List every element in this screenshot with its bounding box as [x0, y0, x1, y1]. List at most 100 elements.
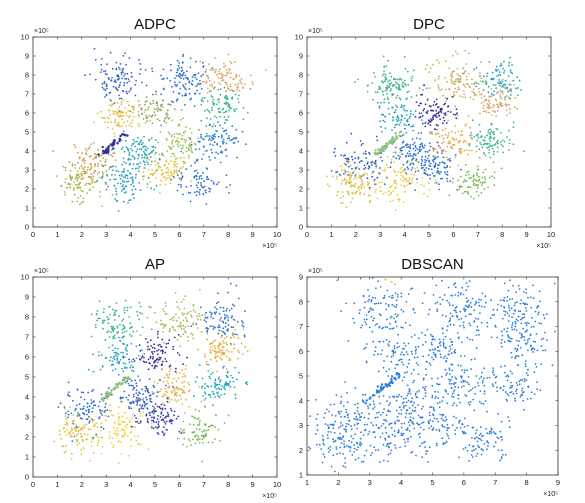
- point-cluster-6: [454, 376, 457, 379]
- point-cluster-10: [68, 175, 71, 178]
- point-cluster-5: [124, 363, 127, 365]
- point-cluster-1: [471, 90, 473, 93]
- point-cluster-12: [179, 166, 182, 169]
- point-cluster-7: [135, 150, 138, 153]
- point-cluster-5: [386, 355, 389, 358]
- point-cluster-4: [445, 346, 447, 349]
- point-cluster-7: [424, 161, 426, 164]
- point-cluster-13: [195, 169, 198, 172]
- point-cluster-12: [152, 409, 155, 412]
- point-cluster-5: [156, 118, 159, 120]
- point-cluster-10: [371, 172, 373, 174]
- point-cluster-7: [139, 148, 142, 150]
- point-cluster-5: [387, 375, 390, 377]
- point-cluster-9: [83, 157, 85, 160]
- point-cluster-6: [438, 406, 441, 408]
- point-cluster-10: [340, 165, 342, 168]
- point-segment: [391, 142, 394, 145]
- point-cluster-12: [147, 152, 150, 155]
- point-cluster-8: [475, 134, 478, 137]
- point-cluster-2: [195, 85, 198, 88]
- point-cluster-4: [430, 109, 432, 112]
- point-cluster-7: [421, 142, 423, 145]
- point-cluster-1: [480, 61, 482, 63]
- point-cluster-3: [516, 107, 518, 110]
- point-cluster-12: [454, 153, 457, 156]
- point-cluster-12: [433, 175, 435, 177]
- point-cluster-5: [385, 370, 388, 373]
- point-cluster-4: [112, 113, 115, 115]
- point-cluster-7: [404, 127, 406, 130]
- point-cluster-5: [145, 114, 148, 117]
- point-cluster-0: [428, 308, 431, 311]
- point-cluster-5: [160, 105, 162, 108]
- point-cluster-7: [405, 412, 407, 415]
- point-cluster-6: [167, 386, 170, 388]
- point-cluster-5: [111, 369, 114, 372]
- point-cluster-7: [409, 392, 412, 395]
- point-cluster-8: [218, 388, 221, 390]
- point-cluster-1: [452, 93, 455, 96]
- point-cluster-0: [426, 328, 429, 331]
- point-cluster-6: [441, 134, 444, 137]
- point-cluster-9: [67, 381, 70, 384]
- point-cluster-12: [437, 155, 439, 158]
- point-cluster-3: [510, 337, 513, 340]
- point-cluster-0: [387, 59, 389, 62]
- point-cluster-3: [517, 355, 520, 357]
- point-cluster-12: [438, 188, 440, 191]
- point-cluster-2: [227, 53, 230, 56]
- point-cluster-10: [60, 437, 63, 440]
- point-cluster-13: [178, 177, 181, 180]
- point-cluster-5: [397, 117, 400, 120]
- point-cluster-5: [398, 123, 401, 126]
- point-cluster-7: [123, 150, 126, 153]
- point-cluster-10: [65, 444, 67, 447]
- point-cluster-6: [182, 390, 185, 392]
- point-cluster-2: [206, 316, 209, 319]
- point-cluster-8: [479, 141, 481, 144]
- point-cluster-10: [64, 169, 67, 172]
- point-cluster-2: [523, 316, 526, 319]
- point-cluster-0: [129, 333, 131, 336]
- point-cluster-6: [441, 129, 444, 132]
- point-cluster-11: [139, 415, 142, 417]
- point-cluster-8: [489, 128, 491, 131]
- point-cluster-6: [442, 137, 445, 140]
- point-cluster-4: [426, 99, 429, 101]
- point-cluster-10: [75, 434, 78, 436]
- point-cluster-4: [108, 109, 110, 111]
- point-cluster-11: [115, 187, 117, 190]
- point-cluster-2: [240, 78, 243, 80]
- point-cluster-0: [382, 94, 385, 96]
- point-cluster-2: [518, 79, 521, 82]
- point-cluster-1: [184, 74, 187, 77]
- point-cluster-5: [394, 367, 397, 370]
- point-cluster-10: [346, 162, 349, 164]
- point-cluster-4: [174, 370, 177, 373]
- point-cluster-9: [98, 417, 100, 420]
- point-cluster-11: [117, 182, 119, 185]
- point-cluster-7: [145, 149, 148, 152]
- point-cluster-4: [420, 94, 422, 96]
- point-cluster-1: [163, 341, 165, 344]
- point-cluster-12: [152, 412, 155, 415]
- point-cluster-0: [371, 330, 374, 333]
- point-cluster-6: [160, 368, 163, 370]
- point-cluster-3: [524, 342, 527, 345]
- point-cluster-2: [532, 297, 535, 299]
- point-cluster-9: [363, 164, 366, 167]
- point-cluster-2: [530, 296, 532, 299]
- point-cluster-0: [100, 58, 103, 60]
- point-cluster-7: [409, 144, 412, 146]
- point-cluster-8: [208, 375, 211, 378]
- point-cluster-7: [408, 150, 411, 153]
- point-cluster-8: [496, 128, 499, 131]
- point-cluster-4: [167, 342, 170, 345]
- point-cluster-5: [104, 357, 107, 360]
- point-cluster-9: [88, 422, 91, 424]
- point-cluster-3: [525, 360, 527, 362]
- point-cluster-6: [183, 373, 185, 375]
- point-cluster-1: [454, 50, 457, 53]
- point-cluster-1: [184, 326, 187, 328]
